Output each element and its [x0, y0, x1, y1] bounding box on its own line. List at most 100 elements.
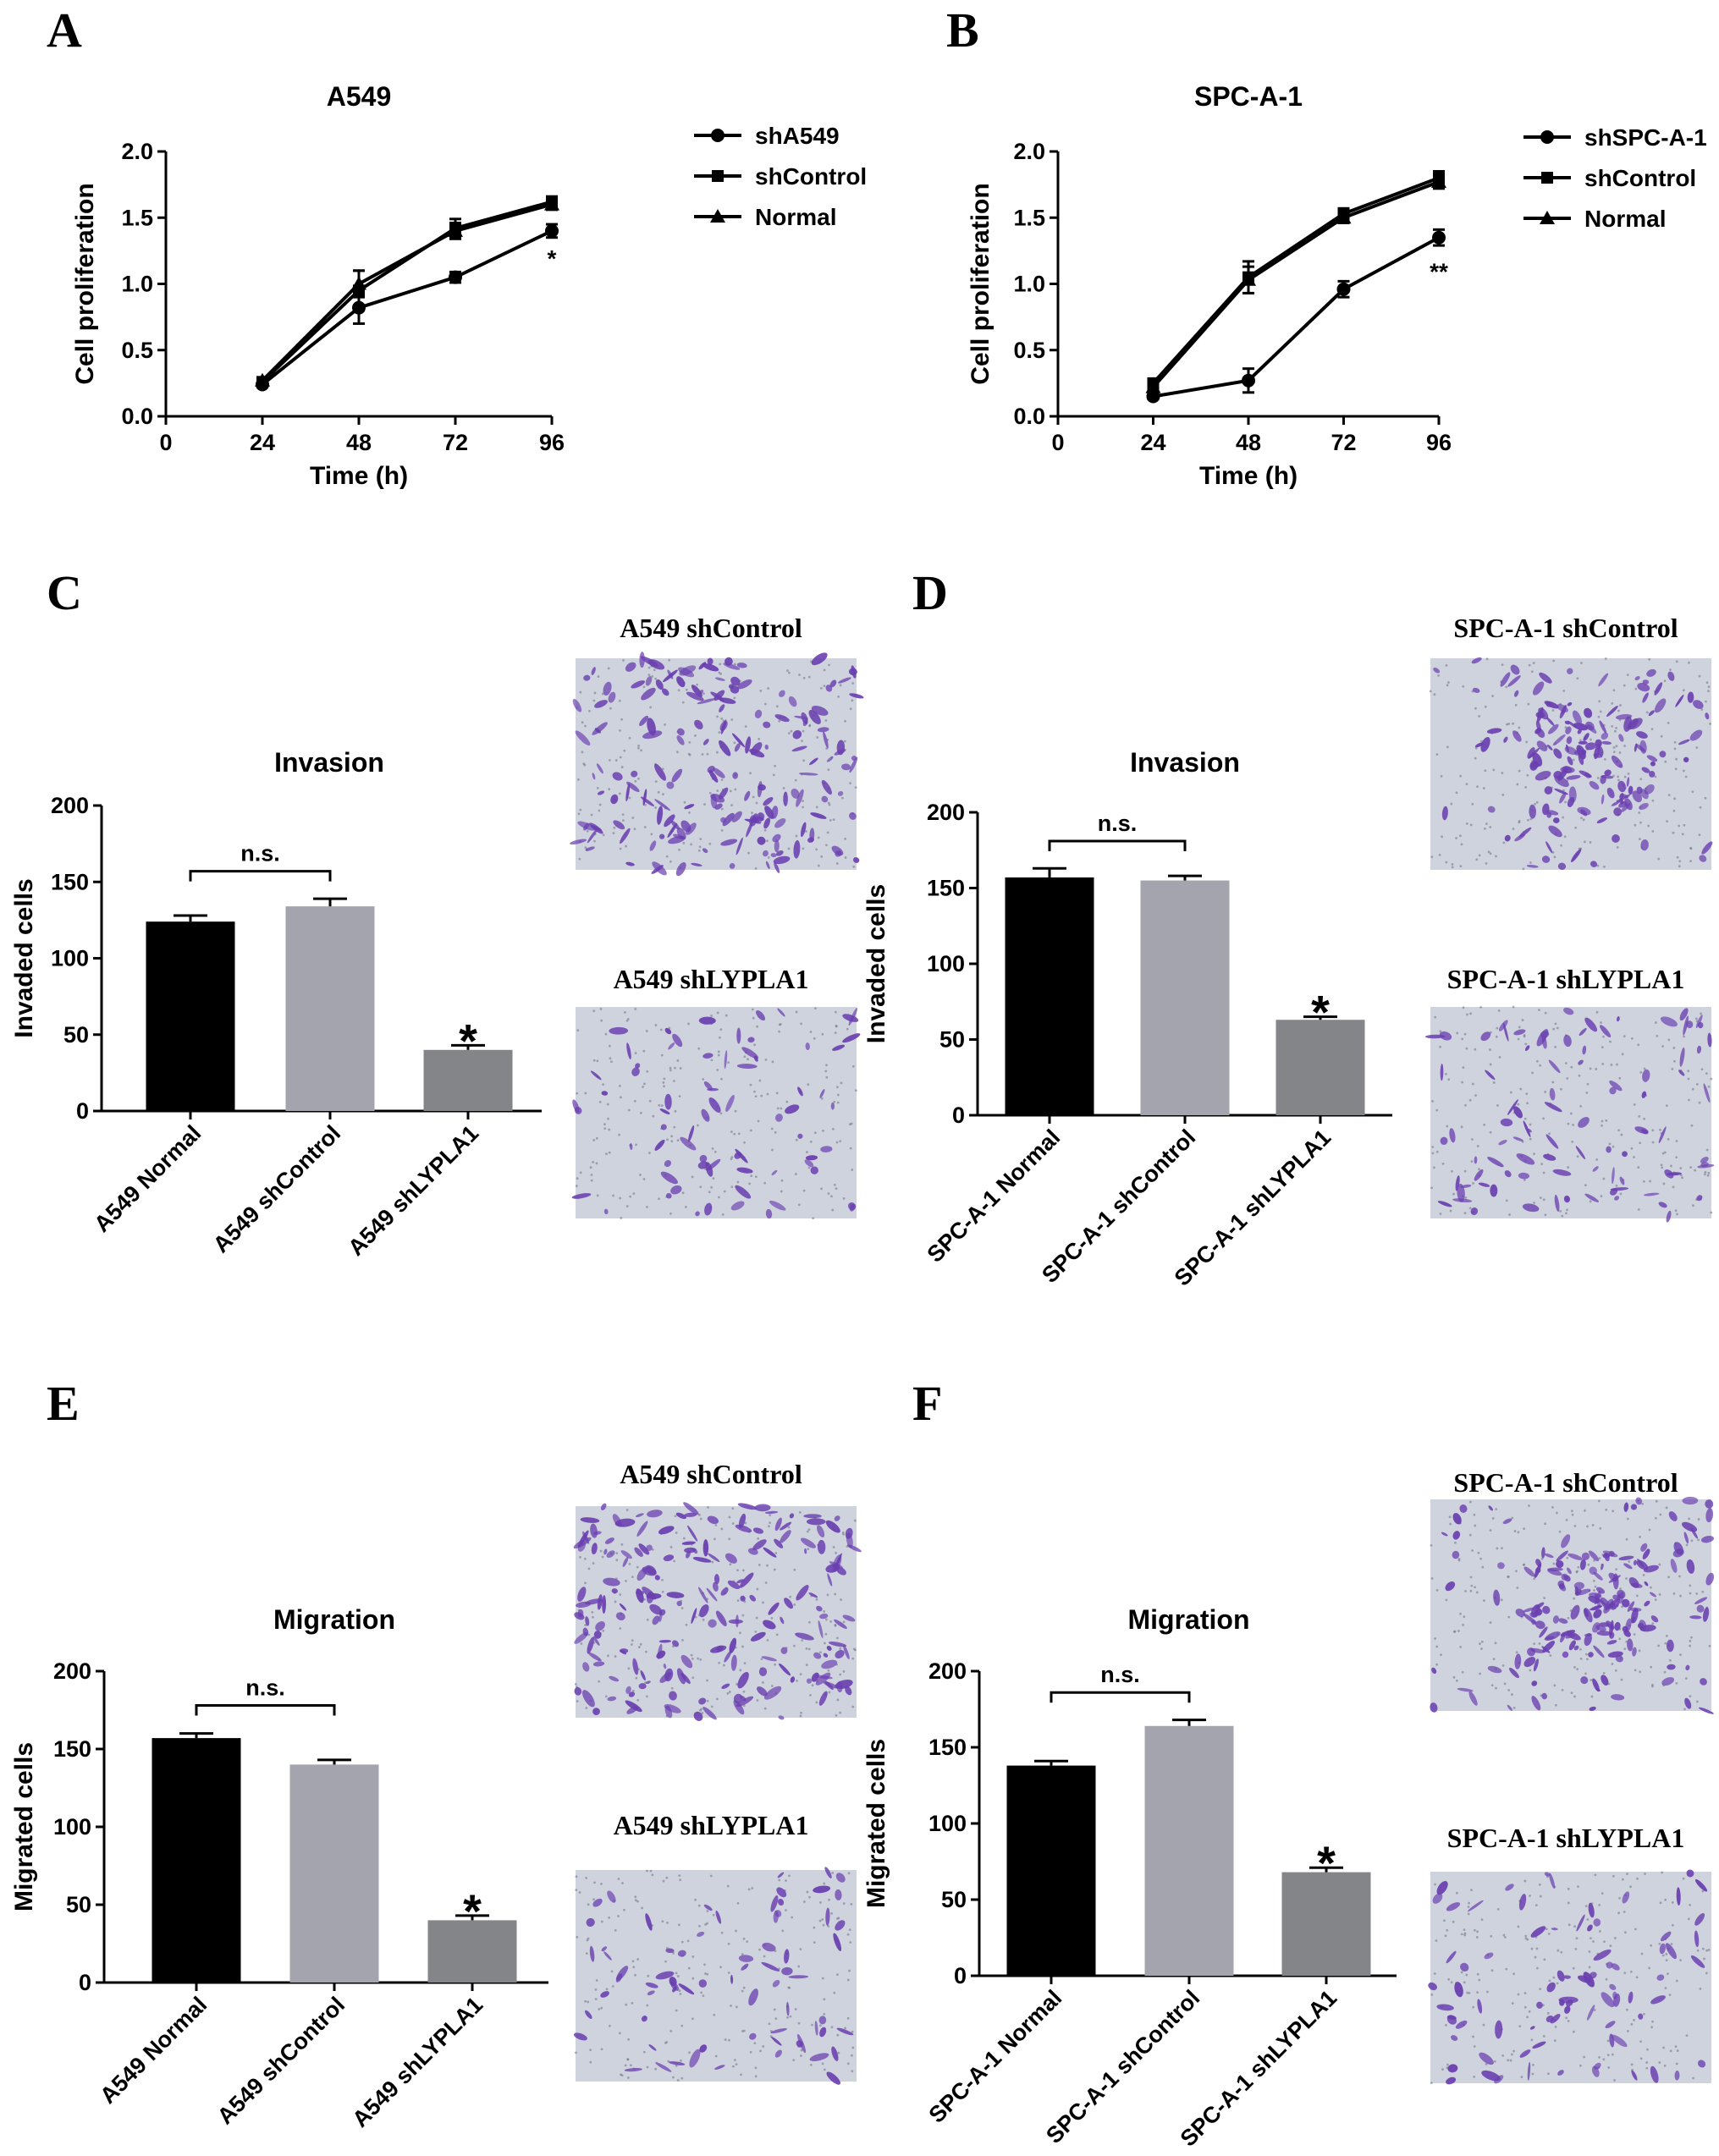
pore-dot: [666, 1138, 669, 1141]
pore-dot: [802, 759, 806, 762]
pore-dot: [1511, 2002, 1514, 2005]
pore-dot: [608, 788, 611, 791]
pore-dot: [1588, 1950, 1591, 1953]
pore-dot: [1661, 1152, 1665, 1155]
pore-dot: [1539, 1196, 1542, 1199]
pore-dot: [1700, 708, 1704, 711]
stained-cell: [681, 1541, 696, 1545]
y-tick-label: 0: [79, 1970, 91, 1995]
pore-dot: [833, 1183, 836, 1186]
pore-dot: [839, 684, 842, 687]
stained-cell: [1551, 1928, 1558, 1931]
pore-dot: [1470, 1584, 1474, 1587]
stained-cell: [572, 698, 582, 712]
pore-dot: [743, 1662, 747, 1665]
pore-dot: [823, 2012, 826, 2016]
pore-dot: [677, 689, 680, 692]
y-tick-label: 50: [63, 1022, 89, 1048]
stained-cell: [1629, 718, 1643, 729]
pore-dot: [1674, 2045, 1678, 2049]
pore-dot: [588, 709, 591, 712]
stained-cell: [1594, 743, 1601, 760]
stained-cell: [1611, 800, 1620, 806]
stained-cell: [837, 791, 844, 796]
pore-dot: [1585, 1092, 1589, 1094]
pore-dot: [1451, 1169, 1453, 1173]
stained-cell: [772, 1979, 780, 1988]
pore-dot: [807, 675, 811, 679]
pore-dot: [1466, 1013, 1468, 1016]
pore-dot: [1684, 1677, 1688, 1680]
stained-cell: [1485, 1070, 1496, 1081]
pore-dot: [1567, 1901, 1570, 1905]
stained-cell: [1659, 1943, 1666, 1955]
stained-cell: [714, 677, 725, 681]
pore-dot: [827, 1669, 830, 1672]
pore-dot: [706, 1972, 709, 1976]
pore-dot: [1524, 1042, 1528, 1046]
pore-dot: [793, 1644, 796, 1647]
pore-dot: [1637, 1043, 1640, 1047]
pore-dot: [657, 790, 660, 794]
pore-dot: [578, 857, 581, 861]
stained-cell: [574, 1686, 582, 1696]
pore-dot: [1472, 2035, 1474, 2038]
legend-label-normal: Normal: [1584, 206, 1666, 232]
pore-dot: [1487, 850, 1490, 854]
stained-cell: [669, 1691, 677, 1701]
pore-dot: [760, 1094, 763, 1097]
pore-dot: [1695, 1017, 1698, 1020]
pore-dot: [768, 1525, 770, 1528]
pore-dot: [620, 1217, 623, 1219]
stained-cell: [789, 1513, 795, 1519]
pore-dot: [1665, 1506, 1668, 1510]
stained-cell: [1650, 1995, 1666, 2005]
pore-dot: [602, 1629, 605, 1632]
pore-dot: [1483, 1123, 1486, 1126]
pore-dot: [664, 1960, 667, 1963]
pore-dot: [1435, 1588, 1439, 1592]
pore-dot: [819, 2024, 822, 2027]
pore-dot: [847, 1872, 851, 1875]
stained-cell: [697, 698, 716, 705]
pore-dot: [1469, 1589, 1473, 1592]
stained-cell: [1548, 825, 1562, 838]
stained-cell: [709, 1645, 727, 1653]
pore-dot: [1644, 1873, 1646, 1875]
pore-dot: [1618, 751, 1622, 754]
data-point-normal: [448, 223, 463, 237]
stained-cell: [729, 1637, 737, 1653]
pore-dot: [1535, 1947, 1539, 1950]
x-tick-label: A549 shControl: [208, 1120, 345, 1257]
pore-dot: [710, 1015, 713, 1017]
pore-dot: [633, 828, 636, 831]
pore-dot: [680, 2059, 682, 2062]
pore-dot: [587, 1633, 591, 1636]
stained-cell: [665, 1193, 672, 1199]
pore-dot: [813, 1131, 817, 1135]
pore-dot: [1642, 1180, 1645, 1183]
stained-cell: [675, 1512, 686, 1520]
pore-dot: [636, 1958, 640, 1961]
pore-dot: [669, 1066, 672, 1070]
pore-dot: [585, 1952, 588, 1955]
pore-dot: [1654, 775, 1657, 778]
pore-dot: [1433, 693, 1436, 696]
pore-dot: [1501, 793, 1505, 796]
stained-cell: [1446, 1950, 1457, 1964]
pore-dot: [1470, 1160, 1474, 1163]
stained-cell: [747, 1037, 755, 1043]
stained-cell: [1566, 775, 1581, 780]
pore-dot: [835, 1636, 839, 1640]
pore-dot: [1532, 2063, 1534, 2066]
pore-dot: [818, 1651, 822, 1654]
stained-cell: [796, 2040, 803, 2048]
stained-cell: [811, 1672, 819, 1682]
significance-label: n.s.: [1098, 811, 1138, 836]
y-tick-label: 200: [928, 1658, 967, 1684]
stained-cell: [1614, 1621, 1621, 1631]
pore-dot: [1630, 2022, 1634, 2026]
pore-dot: [1524, 1937, 1528, 1940]
panel-label-f: F: [912, 1376, 942, 1431]
pore-dot: [1535, 800, 1539, 804]
